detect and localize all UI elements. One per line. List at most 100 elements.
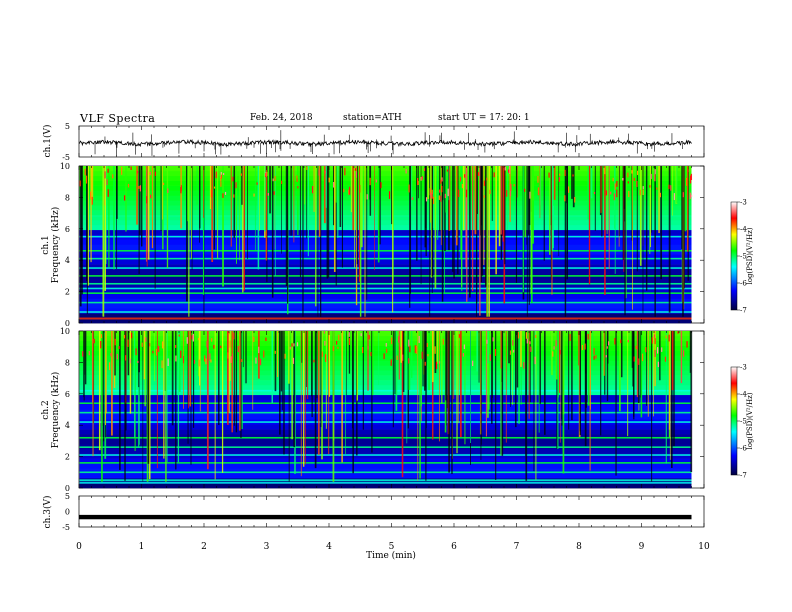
sferic-streak <box>239 166 240 261</box>
sferic-streak <box>606 331 609 402</box>
sferic-streak <box>571 166 573 199</box>
speckle <box>324 354 327 362</box>
speckle <box>100 340 102 349</box>
sferic-streak <box>690 331 693 473</box>
emission-band <box>79 287 692 290</box>
sferic-streak <box>639 166 642 266</box>
spectrogram-cell <box>79 424 692 430</box>
speckle <box>486 177 488 181</box>
speckle <box>526 338 528 344</box>
y-tick-label: 4 <box>65 256 70 265</box>
sferic-streak <box>524 166 527 238</box>
sferic-streak <box>504 166 506 265</box>
sferic-streak <box>636 166 638 272</box>
spectrogram-cell <box>79 453 692 459</box>
sferic-streak <box>463 166 465 231</box>
speckle <box>210 359 212 363</box>
speckle <box>477 172 480 176</box>
ch1-spectrogram-ylabel: ch.1 <box>41 235 51 254</box>
speckle <box>636 180 638 187</box>
speckle <box>429 188 431 196</box>
y-tick-label: 6 <box>65 225 70 234</box>
sferic-streak <box>228 331 230 413</box>
x-tick-label: 3 <box>264 542 270 552</box>
speckle <box>127 339 129 347</box>
sferic-streak <box>416 166 418 261</box>
speckle <box>537 191 540 196</box>
y-tick-label: -5 <box>62 153 70 162</box>
speckle <box>152 350 154 354</box>
speckle <box>333 182 335 188</box>
sferic-streak <box>491 166 493 221</box>
speckle <box>568 186 570 193</box>
sferic-streak <box>407 331 409 429</box>
sferic-streak <box>604 166 606 295</box>
speckle <box>408 339 410 347</box>
sferic-streak <box>213 166 215 250</box>
sferic-streak <box>293 166 295 243</box>
sferic-streak <box>464 331 466 445</box>
speckle <box>324 340 326 346</box>
sferic-streak <box>311 331 313 418</box>
spectrogram-cell <box>79 288 692 294</box>
y-tick-label: 10 <box>60 162 70 171</box>
speckle <box>411 197 414 200</box>
sferic-streak <box>161 166 163 220</box>
speckle <box>390 360 392 366</box>
speckle <box>240 173 242 176</box>
sferic-streak <box>500 331 502 456</box>
sferic-streak <box>190 166 192 259</box>
sferic-streak <box>227 331 229 425</box>
speckle <box>344 167 346 176</box>
sferic-streak <box>566 166 568 280</box>
spectrogram-cell <box>79 399 692 405</box>
sferic-streak <box>198 331 201 386</box>
sferic-streak <box>138 331 140 388</box>
speckle <box>587 333 589 340</box>
sferic-streak <box>528 166 530 305</box>
sferic-streak <box>104 166 106 206</box>
speckle <box>233 194 235 198</box>
sferic-streak <box>129 331 132 414</box>
sferic-streak <box>451 331 453 475</box>
sferic-streak <box>549 166 551 255</box>
speckle <box>139 185 141 192</box>
sferic-streak <box>649 166 651 254</box>
speckle <box>525 332 528 339</box>
speckle <box>263 350 265 358</box>
speckle <box>145 337 147 342</box>
sferic-streak <box>543 331 546 435</box>
sferic-streak <box>556 331 558 449</box>
sferic-streak <box>587 166 589 220</box>
speckle <box>442 338 444 345</box>
speckle <box>649 185 651 188</box>
speckle <box>504 166 506 171</box>
speckle <box>441 177 443 182</box>
speckle <box>385 343 387 347</box>
spectrogram-cell <box>79 414 692 420</box>
x-tick-label: 4 <box>326 542 332 552</box>
speckle <box>510 183 512 192</box>
sferic-streak <box>516 166 518 198</box>
sferic-streak <box>369 166 372 216</box>
spectrogram-cell <box>79 298 692 304</box>
sferic-streak <box>424 331 426 387</box>
speckle <box>291 343 293 347</box>
sferic-streak <box>561 331 563 426</box>
sferic-streak <box>427 166 430 199</box>
sferic-streak <box>481 331 482 445</box>
ch2-spectrogram-ylabel: ch.2 <box>41 400 51 419</box>
speckle <box>355 171 358 178</box>
sferic-streak <box>302 166 304 317</box>
speckle <box>548 172 550 178</box>
start-time-label: start UT = 17: 20: 1 <box>438 113 530 123</box>
sferic-streak <box>646 331 647 406</box>
colorbar-ticks: -3 -4 -5 -6 -7 -3 -4 -5 -6 -7 <box>737 199 747 480</box>
sferic-streak <box>138 331 140 448</box>
sferic-streak <box>259 166 260 231</box>
sferic-streak <box>594 166 596 231</box>
speckle <box>631 170 633 174</box>
sferic-streak <box>351 331 353 429</box>
sferic-streak <box>620 331 623 378</box>
sferic-streak <box>313 166 315 212</box>
